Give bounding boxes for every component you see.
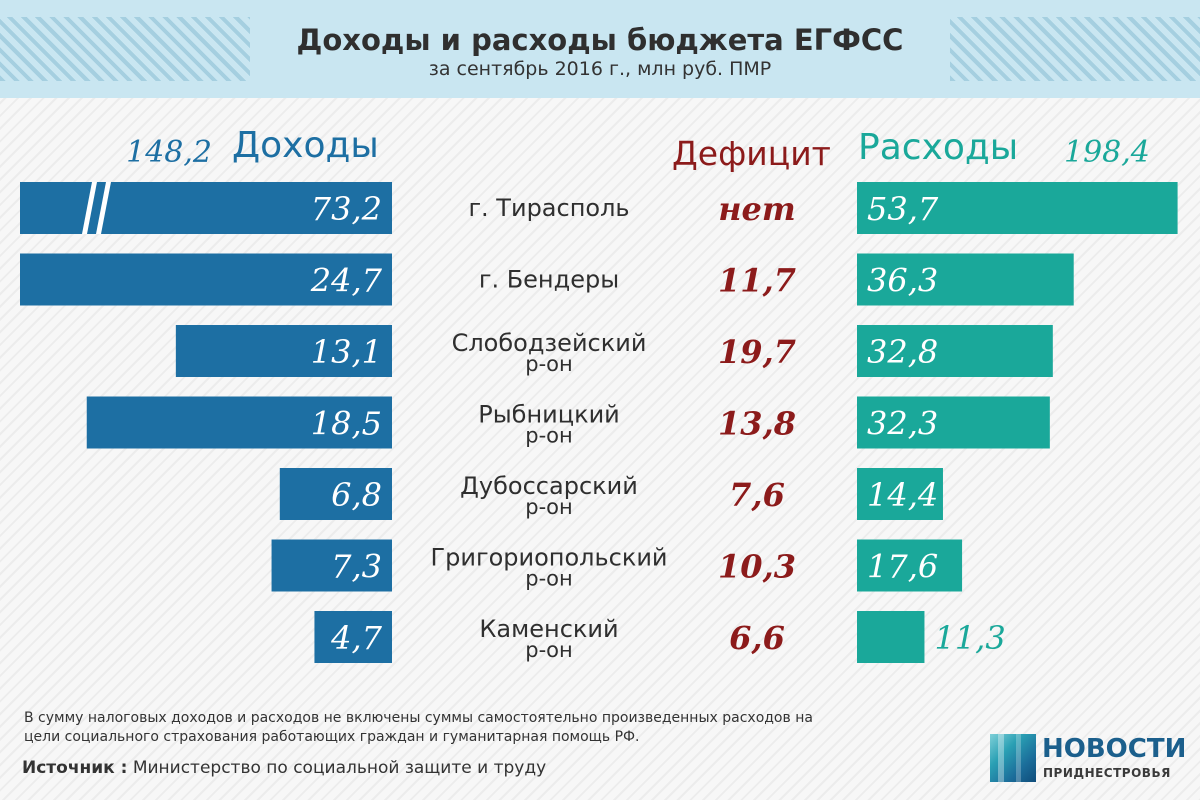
income-value-label: 7,3 [331, 548, 382, 586]
income-bar [20, 182, 392, 234]
region-label-suffix: р-он [525, 495, 573, 519]
income-bar [279, 468, 392, 520]
region-label: г. Бендеры [479, 266, 619, 294]
income-bar [314, 611, 392, 663]
region-label-suffix: р-он [525, 352, 573, 376]
expense-bar [857, 325, 1053, 377]
axis-break-mark [96, 182, 111, 234]
header-hatch-left [0, 17, 250, 81]
income-value-label: 18,5 [311, 405, 382, 443]
logo-sub-text: ПРИДНЕСТРОВЬЯ [1043, 766, 1171, 780]
expense-total: 198,4 [1064, 135, 1150, 170]
deficit-value-label: 11,7 [718, 262, 796, 300]
header-hatch-right [950, 17, 1200, 81]
expense-bar [857, 396, 1050, 449]
source-line: Источник : Министерство по социальной за… [22, 758, 546, 778]
region-label-suffix: р-он [525, 638, 573, 662]
deficit-value-label: 19,7 [718, 333, 796, 371]
header-banner: Доходы и расходы бюджета ЕГФСС за сентяб… [0, 0, 1200, 98]
deficit-column-label: Дефицит [672, 134, 831, 173]
expense-value-label: 14,4 [867, 476, 938, 514]
deficit-value-label: 7,6 [729, 476, 785, 514]
axis-break-mark [82, 182, 97, 234]
expense-value-label: 32,3 [867, 405, 938, 443]
expense-value-label: 36,3 [867, 262, 938, 300]
expense-value-label: 32,8 [867, 333, 938, 371]
deficit-value-label: нет [718, 190, 796, 228]
expense-bar [857, 468, 943, 520]
income-bar [175, 325, 392, 377]
expense-value-label: 11,3 [934, 619, 1005, 657]
income-value-label: 24,7 [310, 262, 383, 300]
income-value-label: 13,1 [311, 333, 382, 371]
expense-bar [857, 182, 1178, 234]
income-bar [20, 253, 392, 306]
income-value-label: 73,2 [311, 190, 382, 228]
income-bar [271, 539, 392, 592]
region-label: Григориопольский [430, 544, 667, 572]
expense-bar [857, 611, 925, 663]
deficit-value-label: 13,8 [718, 405, 796, 443]
page-title: Доходы и расходы бюджета ЕГФСС [296, 23, 904, 57]
income-total: 148,2 [126, 135, 212, 170]
region-label: Слободзейский [452, 329, 647, 357]
income-value-label: 4,7 [330, 619, 383, 657]
region-label-suffix: р-он [525, 424, 573, 448]
region-label: Каменский [479, 615, 618, 643]
income-bar [86, 396, 392, 449]
expense-column-label: Расходы [858, 127, 1019, 168]
expense-value-label: 53,7 [867, 190, 939, 228]
news-logo: НОВОСТИ ПРИДНЕСТРОВЬЯ [990, 734, 1190, 784]
logo-main-text: НОВОСТИ [1042, 734, 1187, 764]
income-column-label: Доходы [232, 125, 379, 166]
expense-bar [857, 539, 963, 592]
deficit-value-label: 10,3 [718, 548, 796, 586]
footnote: В сумму налоговых доходов и расходов не … [24, 710, 813, 745]
deficit-value-label: 6,6 [729, 619, 785, 657]
source-label: Источник : [22, 758, 128, 778]
region-label-suffix: р-он [525, 567, 573, 591]
news-logo-icon [990, 734, 1036, 782]
expense-value-label: 17,6 [867, 548, 938, 586]
income-value-label: 6,8 [331, 476, 382, 514]
expense-bar [857, 253, 1074, 306]
region-label: Рыбницкий [478, 401, 620, 429]
page-subtitle: за сентябрь 2016 г., млн руб. ПМР [428, 58, 772, 80]
region-label: Дубоссарский [460, 472, 638, 500]
source-text: Министерство по социальной защите и труд… [127, 758, 547, 778]
header-text-box: Доходы и расходы бюджета ЕГФСС за сентяб… [250, 17, 950, 81]
region-label: г. Тирасполь [468, 194, 629, 222]
